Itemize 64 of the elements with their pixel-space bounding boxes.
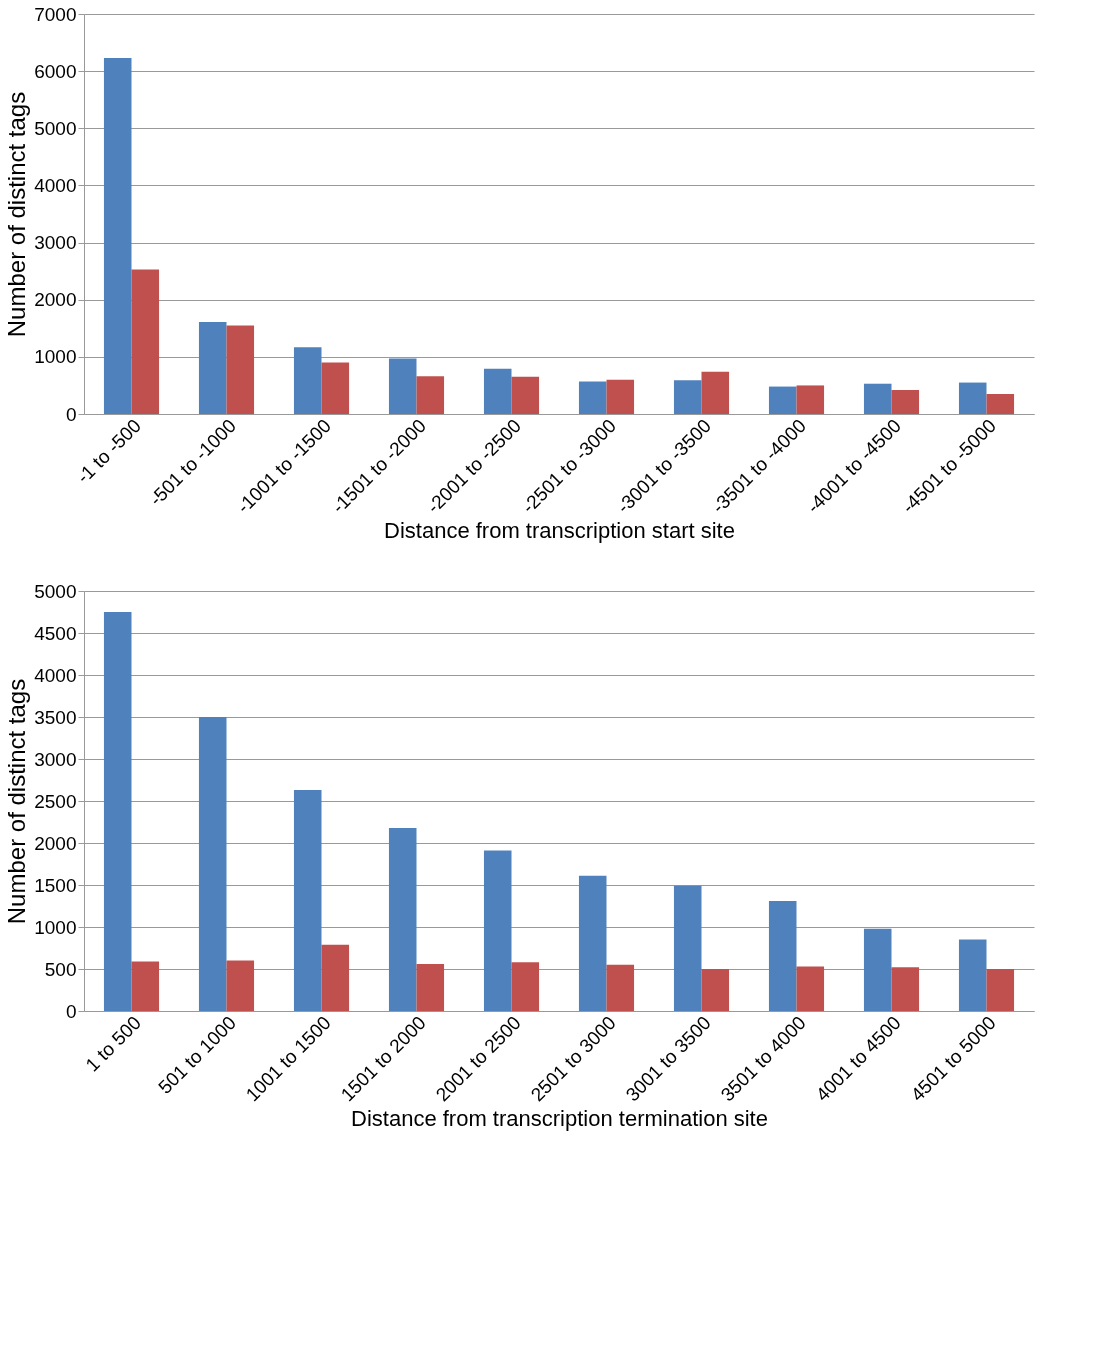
bar xyxy=(131,269,160,414)
y-tick-label: 4500 xyxy=(34,622,77,644)
y-tick-label: 1000 xyxy=(34,916,77,938)
bar xyxy=(891,390,920,414)
x-axis-title: Distance from transcription start site xyxy=(384,518,735,544)
bar xyxy=(606,379,635,414)
y-tick-label: 1500 xyxy=(34,874,77,896)
y-tick-label: 3000 xyxy=(34,232,77,254)
bar xyxy=(226,960,255,1011)
y-axis-title: Number of distinct tags xyxy=(3,91,31,338)
bar xyxy=(483,850,512,1011)
x-tick-label: 1 to 500 xyxy=(81,1012,145,1076)
y-tick-label: 1000 xyxy=(34,346,77,368)
bar xyxy=(578,381,607,414)
bar xyxy=(986,394,1015,414)
y-tick-label: 2500 xyxy=(34,790,77,812)
bar xyxy=(103,58,132,414)
bar xyxy=(891,967,920,1011)
bar xyxy=(388,358,417,414)
bar xyxy=(511,376,540,414)
bar xyxy=(578,875,607,1011)
bar xyxy=(103,612,132,1011)
bar xyxy=(483,368,512,414)
y-axis-title: Number of distinct tags xyxy=(3,678,31,925)
y-tick-label: 500 xyxy=(44,958,77,980)
y-tick-label: 5000 xyxy=(34,117,77,139)
y-tick-label: 0 xyxy=(65,1000,77,1022)
y-tick-label: 3000 xyxy=(34,748,77,770)
bar xyxy=(416,963,445,1011)
bar xyxy=(863,383,892,414)
bar xyxy=(701,969,730,1011)
x-axis-title: Distance from transcription termination site xyxy=(351,1106,768,1132)
y-tick-label: 4000 xyxy=(34,174,77,196)
y-tick-label: 5000 xyxy=(34,580,77,602)
bar xyxy=(606,964,635,1011)
bar xyxy=(388,827,417,1011)
bar xyxy=(131,961,160,1011)
bar xyxy=(863,928,892,1011)
bar xyxy=(958,939,987,1011)
bar xyxy=(796,385,825,414)
bar xyxy=(768,900,797,1011)
y-tick-label: 2000 xyxy=(34,832,77,854)
bar xyxy=(511,962,540,1011)
bar xyxy=(198,322,227,414)
bar xyxy=(673,380,702,414)
y-tick-label: 7000 xyxy=(34,3,77,25)
bar xyxy=(293,347,322,414)
bar xyxy=(958,382,987,414)
bar xyxy=(198,717,227,1011)
bar xyxy=(321,362,350,414)
bar xyxy=(986,969,1015,1011)
bar xyxy=(293,790,322,1011)
y-tick-label: 6000 xyxy=(34,60,77,82)
bar xyxy=(701,371,730,414)
bar xyxy=(796,966,825,1011)
y-tick-label: 3500 xyxy=(34,706,77,728)
y-tick-label: 4000 xyxy=(34,664,77,686)
bar xyxy=(768,386,797,414)
bar xyxy=(416,376,445,414)
bar xyxy=(321,944,350,1011)
bar xyxy=(673,885,702,1011)
y-tick-label: 0 xyxy=(65,403,77,425)
bar xyxy=(226,325,255,414)
y-tick-label: 2000 xyxy=(34,289,77,311)
